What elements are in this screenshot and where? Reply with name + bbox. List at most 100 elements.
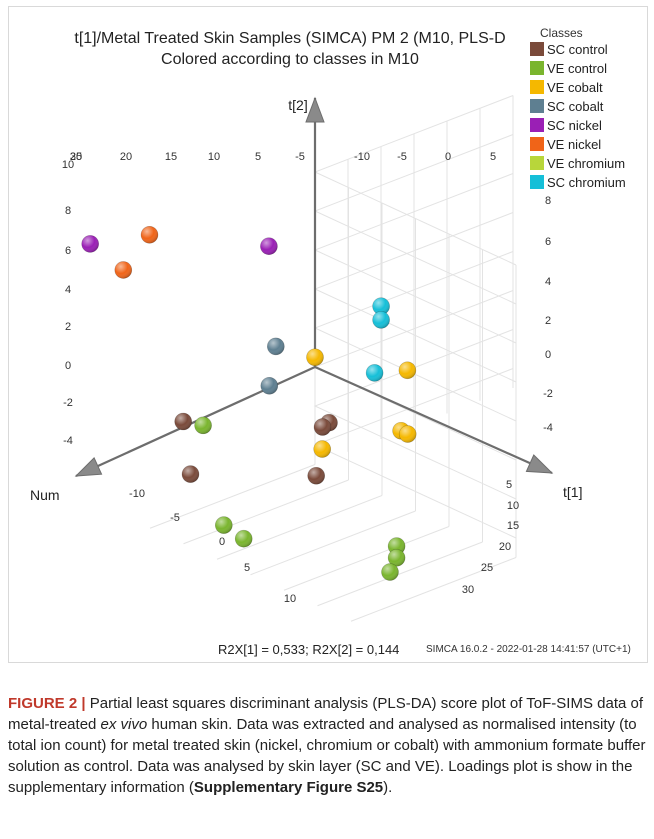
data-point-shading (260, 377, 278, 395)
top-tick-label: -10 (354, 151, 370, 163)
legend-label: VE cobalt (547, 79, 603, 95)
chart-title: t[1]/Metal Treated Skin Samples (SIMCA) … (74, 30, 506, 47)
t2-tick-label: 4 (545, 276, 551, 288)
t2-tick-label: -2 (63, 397, 73, 409)
t2-tick-label: 8 (545, 195, 551, 207)
data-point-shading (372, 311, 390, 329)
t2-tick-label: 6 (545, 236, 551, 248)
t2-tick-label: -4 (63, 435, 73, 447)
t1-tick-label: 25 (481, 562, 493, 574)
legend-label: SC control (547, 41, 608, 57)
r2x-statistics: R2X[1] = 0,533; R2X[2] = 0,144 (218, 642, 400, 657)
legend-swatch (530, 118, 544, 132)
top-tick-label: 0 (445, 151, 451, 163)
data-point-shading (388, 549, 406, 567)
legend-swatch (530, 99, 544, 113)
data-point-shading (313, 440, 331, 458)
top-tick-label: -5 (295, 151, 305, 163)
legend-entry: VE cobalt (530, 78, 603, 96)
num-tick-label: 5 (244, 562, 250, 574)
legend-title: Classes (540, 26, 583, 40)
t1-tick-label: 5 (506, 479, 512, 491)
data-point-shading (235, 530, 253, 548)
t2-tick-label: 6 (65, 245, 71, 257)
grid-line (149, 464, 316, 529)
data-point-shading (399, 425, 417, 443)
grid-line (350, 557, 517, 622)
chart-subtitle: Colored according to classes in M10 (161, 51, 419, 68)
top-tick-label: 15 (165, 151, 177, 163)
caption-separator: | (81, 695, 86, 712)
t2-tick-label: 2 (545, 315, 551, 327)
caption-text-3: ). (383, 779, 393, 796)
grid-line (250, 510, 416, 576)
legend-swatch (530, 61, 544, 75)
legend-entry: VE control (530, 59, 607, 77)
data-point-shading (306, 348, 324, 366)
data-point-shading (174, 413, 192, 430)
t2-tick-label: 10 (62, 159, 74, 171)
data-point-shading (388, 537, 406, 555)
t1-axis (314, 365, 553, 475)
t2-axis-label: t[2] (288, 97, 307, 113)
num-axis-label: Num (30, 487, 60, 503)
num-tick-label: -5 (170, 512, 180, 524)
top-tick-label: 30 (70, 151, 82, 163)
num-tick-label: 0 (219, 536, 225, 548)
t2-tick-label: -2 (543, 388, 553, 400)
data-point-shading (215, 516, 233, 534)
axes (74, 96, 554, 478)
top-tick-label: -5 (397, 151, 407, 163)
figure-label: FIGURE 2 (8, 695, 78, 712)
legend-swatch (530, 156, 544, 170)
num-axis-arrowhead (74, 456, 103, 477)
t1-tick-label: 20 (499, 541, 511, 553)
t1-axis-label: t[1] (563, 484, 582, 500)
legend-label: VE chromium (547, 155, 626, 171)
legend-entry: VE chromium (530, 154, 625, 172)
t2-tick-label: 8 (65, 205, 71, 217)
legend-entry: SC nickel (530, 116, 602, 134)
data-point-shading (194, 416, 212, 434)
t2-tick-label: 4 (65, 284, 71, 296)
data-points (81, 226, 417, 581)
legend-label: SC cobalt (547, 98, 604, 114)
data-point-shading (398, 361, 416, 379)
grid-lines (149, 95, 517, 622)
top-tick-label: 20 (120, 151, 132, 163)
data-point-shading (114, 261, 132, 279)
data-point-shading (314, 418, 331, 436)
legend-entry: VE nickel (530, 135, 601, 153)
num-tick-label: 10 (284, 593, 296, 605)
supplementary-reference: Supplementary Figure S25 (193, 779, 384, 796)
t2-tick-label: 0 (545, 349, 551, 361)
t1-axis-arrowhead (525, 454, 554, 474)
data-point-shading (141, 226, 158, 244)
figure-caption: FIGURE 2 | Partial least squares discrim… (8, 693, 648, 798)
legend-swatch (530, 175, 544, 189)
legend-entry: SC control (530, 40, 608, 58)
data-point-shading (81, 235, 99, 253)
legend-label: VE control (547, 60, 607, 76)
legend-swatch (530, 80, 544, 94)
grid-line (283, 526, 450, 591)
top-tick-label: 5 (490, 151, 496, 163)
t1-tick-label: 15 (507, 520, 519, 532)
data-point-shading (366, 364, 384, 382)
data-point-shading (307, 467, 325, 485)
data-point-shading (182, 465, 199, 483)
legend-label: SC nickel (547, 117, 602, 133)
legend-label: VE nickel (547, 136, 602, 152)
legend-swatch (530, 137, 544, 151)
data-point-shading (267, 337, 285, 355)
t2-tick-label: -4 (543, 422, 553, 434)
legend-entry: SC chromium (530, 173, 626, 191)
t2-tick-label: 0 (65, 360, 71, 372)
legend-entry: SC cobalt (530, 97, 603, 115)
top-tick-label: 10 (208, 151, 220, 163)
legend-swatch (530, 42, 544, 56)
caption-text-2: human skin. Data was extracted and analy… (8, 716, 646, 796)
grid-line (183, 479, 349, 545)
